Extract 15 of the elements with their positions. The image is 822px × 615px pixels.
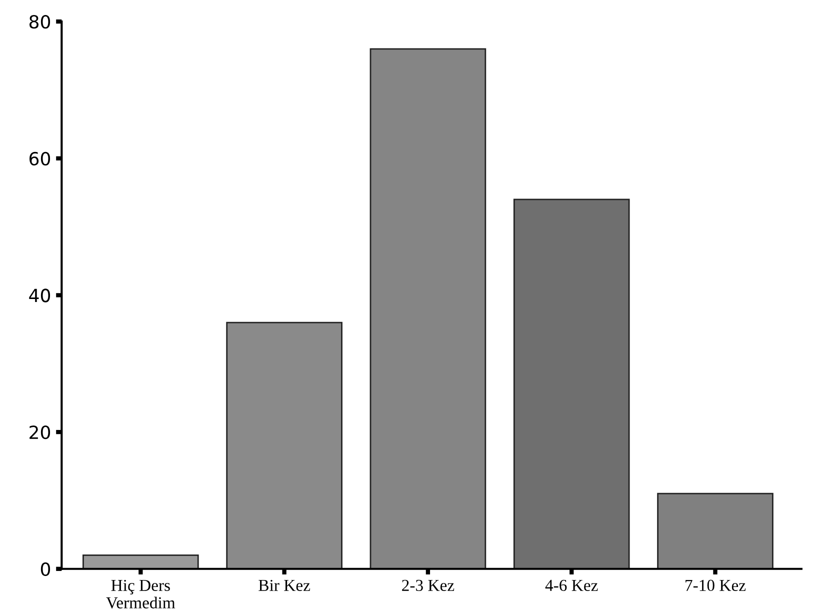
x-tick-label: Hiç Ders Vermedim [106, 580, 176, 609]
bar [82, 554, 199, 569]
x-tick-label: 4-6 Kez [545, 580, 598, 592]
y-tick-label: 60 [30, 152, 50, 166]
bar [370, 48, 486, 569]
bar [226, 322, 342, 569]
y-tick-label: 20 [30, 425, 50, 440]
bar [657, 492, 774, 569]
bar [513, 198, 630, 569]
x-tick-label: 7-10 Kez [686, 580, 746, 592]
y-tick-label: 80 [29, 14, 50, 29]
y-tick-label: 40 [29, 288, 50, 302]
x-tick-label: 2-3 Kez [402, 580, 454, 592]
y-tick-label: 0 [40, 562, 50, 576]
x-tick-label: Bir Kez [258, 580, 310, 592]
